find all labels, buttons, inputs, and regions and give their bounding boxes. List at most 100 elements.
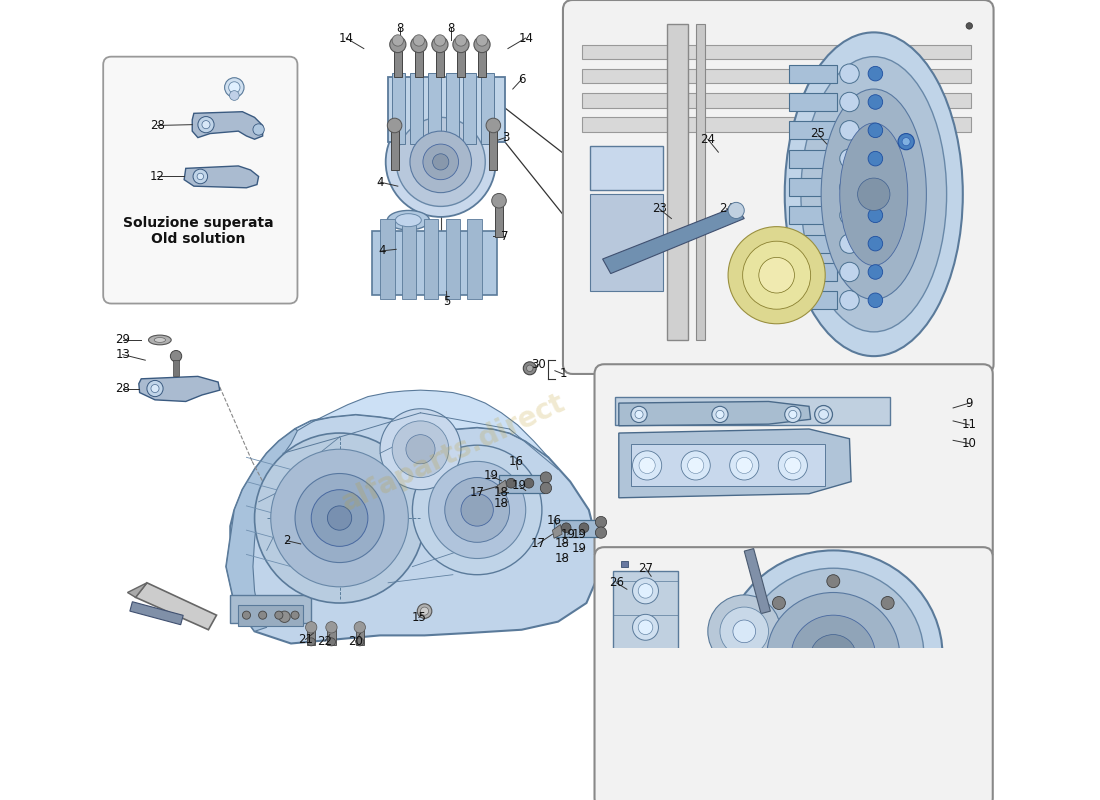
Circle shape: [772, 702, 785, 714]
Ellipse shape: [387, 210, 429, 230]
Text: 14: 14: [339, 31, 353, 45]
Circle shape: [638, 726, 652, 740]
Text: 29: 29: [116, 334, 130, 346]
Circle shape: [147, 381, 163, 397]
Text: 4: 4: [378, 245, 385, 258]
Text: 17: 17: [470, 486, 485, 498]
Bar: [554, 520, 598, 538]
Circle shape: [868, 94, 882, 110]
Ellipse shape: [410, 131, 472, 193]
Circle shape: [275, 611, 283, 619]
Circle shape: [561, 523, 571, 533]
Bar: [468, 218, 482, 299]
Circle shape: [434, 35, 446, 46]
Ellipse shape: [444, 478, 509, 542]
Circle shape: [455, 35, 466, 46]
Text: 5: 5: [443, 295, 451, 309]
Circle shape: [198, 117, 214, 133]
Circle shape: [461, 494, 493, 526]
Text: 18: 18: [494, 486, 509, 498]
Bar: [789, 122, 837, 139]
Bar: [388, 77, 506, 142]
Text: 18: 18: [554, 538, 570, 550]
Text: 6: 6: [518, 73, 526, 86]
Bar: [478, 45, 486, 77]
Circle shape: [712, 406, 728, 422]
Bar: [695, 24, 705, 340]
Circle shape: [902, 138, 910, 146]
Bar: [615, 397, 890, 425]
Ellipse shape: [784, 32, 962, 356]
Ellipse shape: [707, 595, 781, 668]
Bar: [499, 475, 543, 493]
Polygon shape: [128, 582, 147, 598]
Ellipse shape: [742, 242, 811, 310]
Text: 24: 24: [719, 202, 734, 215]
Bar: [631, 443, 825, 486]
Bar: [621, 561, 628, 567]
Ellipse shape: [412, 445, 542, 574]
Circle shape: [868, 180, 882, 194]
Circle shape: [868, 208, 882, 222]
Bar: [307, 627, 316, 645]
Ellipse shape: [311, 490, 367, 546]
Text: 25: 25: [810, 127, 825, 140]
Circle shape: [827, 574, 839, 588]
Ellipse shape: [801, 57, 947, 332]
Text: 19: 19: [572, 528, 586, 541]
Bar: [328, 627, 336, 645]
Circle shape: [839, 149, 859, 168]
Bar: [582, 69, 971, 83]
Circle shape: [635, 410, 643, 418]
Circle shape: [881, 597, 894, 610]
Circle shape: [632, 578, 659, 604]
Circle shape: [389, 37, 406, 53]
Circle shape: [881, 702, 894, 714]
Circle shape: [827, 724, 839, 737]
Circle shape: [728, 202, 745, 218]
Polygon shape: [619, 402, 811, 426]
Bar: [239, 606, 304, 626]
Polygon shape: [192, 112, 263, 139]
Bar: [789, 65, 837, 82]
Circle shape: [202, 121, 210, 129]
Circle shape: [688, 458, 704, 474]
Circle shape: [292, 611, 299, 619]
Bar: [390, 126, 398, 170]
Text: 20: 20: [349, 634, 363, 647]
Circle shape: [868, 151, 882, 166]
Text: 22: 22: [318, 634, 332, 647]
Text: 9: 9: [966, 397, 974, 410]
FancyBboxPatch shape: [594, 547, 993, 800]
Bar: [789, 291, 837, 310]
Text: 19: 19: [483, 470, 498, 482]
Ellipse shape: [767, 593, 900, 718]
Text: 14: 14: [518, 31, 534, 45]
Circle shape: [229, 82, 240, 93]
Bar: [490, 126, 497, 170]
Bar: [789, 93, 837, 111]
Bar: [379, 218, 395, 299]
Circle shape: [486, 118, 500, 133]
Bar: [436, 45, 444, 77]
Bar: [456, 45, 465, 77]
Circle shape: [736, 458, 752, 474]
Text: 23: 23: [652, 202, 667, 215]
Circle shape: [579, 523, 588, 533]
Text: 24: 24: [701, 133, 715, 146]
Ellipse shape: [742, 568, 924, 743]
Circle shape: [278, 611, 290, 622]
Circle shape: [639, 458, 656, 474]
Polygon shape: [135, 582, 217, 630]
Ellipse shape: [429, 462, 526, 558]
Text: 21: 21: [298, 633, 314, 646]
Text: Soluzione superata: Soluzione superata: [122, 215, 273, 230]
Circle shape: [966, 22, 972, 29]
Circle shape: [632, 451, 662, 480]
Circle shape: [258, 611, 266, 619]
Text: 19: 19: [572, 542, 586, 555]
Bar: [355, 627, 364, 645]
Circle shape: [524, 362, 536, 374]
Bar: [668, 24, 688, 340]
Ellipse shape: [720, 607, 769, 656]
